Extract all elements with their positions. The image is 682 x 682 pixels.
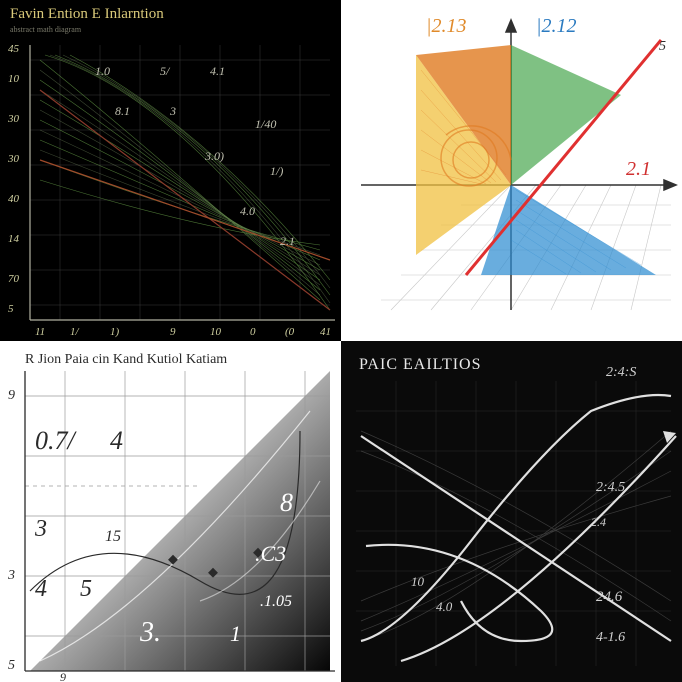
- svg-text:1/40: 1/40: [255, 117, 276, 131]
- svg-text:1.0: 1.0: [95, 64, 110, 78]
- svg-text:10: 10: [210, 326, 222, 338]
- svg-text:5: 5: [80, 576, 92, 602]
- svg-text:4.0: 4.0: [436, 599, 453, 614]
- svg-text:11: 11: [35, 326, 45, 338]
- svg-text:15: 15: [105, 528, 121, 545]
- svg-text:0: 0: [250, 326, 256, 338]
- svg-text:2:4:S: 2:4:S: [606, 365, 636, 380]
- svg-text:30: 30: [7, 153, 20, 165]
- svg-text:.C3: .C3: [255, 541, 286, 566]
- chart-tl: Favin Ention E Inlarntion abstract math …: [0, 0, 341, 341]
- svg-text:1/): 1/): [270, 164, 283, 178]
- svg-text:2.1: 2.1: [280, 234, 295, 248]
- svg-text:4-1.6: 4-1.6: [596, 630, 625, 645]
- svg-text:5: 5: [8, 658, 15, 673]
- panel-bl: R Jion Paia cin Kand Kutiol Katiam 9 3 5…: [0, 341, 341, 682]
- svg-text:2.4: 2.4: [591, 515, 606, 529]
- svg-text:45: 45: [8, 43, 20, 55]
- br-title: PAIC EAILTIOS: [359, 356, 482, 373]
- bl-title: R Jion Paia cin Kand Kutiol Katiam: [25, 352, 227, 367]
- svg-text:41: 41: [320, 326, 331, 338]
- panel-tl: Favin Ention E Inlarntion abstract math …: [0, 0, 341, 341]
- svg-text:5: 5: [8, 303, 14, 315]
- tl-title: Favin Ention E Inlarntion: [10, 6, 164, 22]
- svg-text:4: 4: [110, 426, 123, 455]
- svg-text:(0: (0: [285, 326, 295, 338]
- svg-text:9: 9: [170, 326, 176, 338]
- tr-label-3: 2.1: [626, 158, 651, 180]
- tl-subtitle: abstract math diagram: [10, 25, 82, 34]
- tr-tick: 5: [659, 39, 666, 54]
- svg-text:0.7/: 0.7/: [35, 426, 78, 455]
- svg-text:4.0: 4.0: [240, 204, 255, 218]
- svg-text:30: 30: [7, 113, 20, 125]
- svg-text:10: 10: [8, 73, 20, 85]
- panel-tr: |2.13 |2.12 2.1 5: [341, 0, 682, 341]
- bl-x-label: 9: [60, 670, 66, 682]
- svg-text:2:4.5: 2:4.5: [596, 480, 625, 495]
- svg-text:3.0): 3.0): [204, 149, 224, 163]
- svg-text:70: 70: [8, 273, 20, 285]
- svg-text:1: 1: [230, 621, 241, 646]
- svg-text:1/: 1/: [70, 326, 80, 338]
- svg-text:3: 3: [169, 104, 176, 118]
- svg-text:3: 3: [34, 516, 47, 542]
- panel-br: PAIC EAILTIOS 2:4:S 2:4.5 2.4 10 4.0 24.…: [341, 341, 682, 682]
- svg-text:24.6: 24.6: [596, 589, 623, 605]
- svg-text:4: 4: [35, 576, 47, 602]
- svg-text:.1.05: .1.05: [260, 593, 292, 610]
- svg-text:8.1: 8.1: [115, 104, 130, 118]
- svg-text:1): 1): [110, 326, 120, 338]
- svg-text:10: 10: [411, 574, 425, 589]
- svg-text:3.: 3.: [139, 617, 161, 648]
- tr-label-1: |2.13: [426, 15, 467, 37]
- chart-br: PAIC EAILTIOS 2:4:S 2:4.5 2.4 10 4.0 24.…: [341, 341, 682, 682]
- svg-text:4.1: 4.1: [210, 64, 225, 78]
- svg-text:14: 14: [8, 233, 20, 245]
- chart-tr: |2.13 |2.12 2.1 5: [341, 0, 682, 341]
- chart-bl: R Jion Paia cin Kand Kutiol Katiam 9 3 5…: [0, 341, 341, 682]
- svg-text:8: 8: [280, 488, 293, 517]
- svg-text:9: 9: [8, 388, 15, 403]
- svg-text:40: 40: [8, 193, 20, 205]
- tr-label-2: |2.12: [536, 15, 577, 37]
- svg-text:3: 3: [7, 568, 15, 583]
